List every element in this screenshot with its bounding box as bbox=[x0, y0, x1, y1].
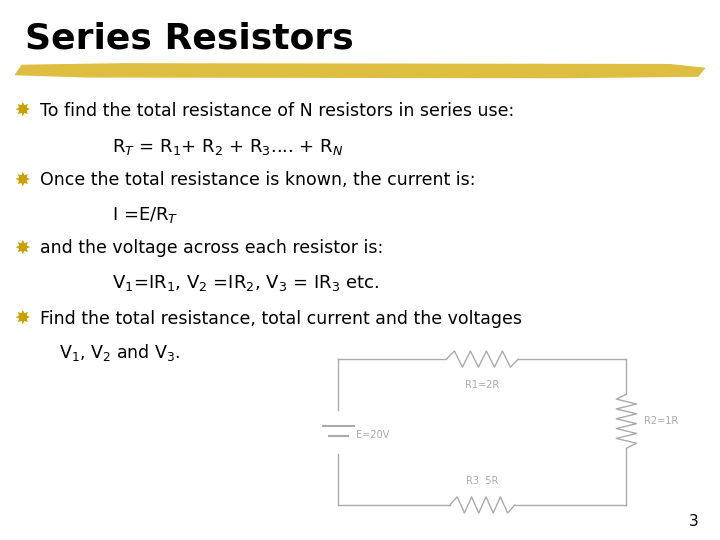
Text: Once the total resistance is known, the current is:: Once the total resistance is known, the … bbox=[40, 171, 475, 190]
Text: ✸: ✸ bbox=[14, 101, 30, 120]
Text: and the voltage across each resistor is:: and the voltage across each resistor is: bbox=[40, 239, 383, 258]
Text: V$_1$=IR$_1$, V$_2$ =IR$_2$, V$_3$ = IR$_3$ etc.: V$_1$=IR$_1$, V$_2$ =IR$_2$, V$_3$ = IR$… bbox=[112, 273, 379, 293]
Text: R3  5R: R3 5R bbox=[467, 476, 498, 486]
Text: R$_T$ = R$_1$+ R$_2$ + R$_3$.... + R$_N$: R$_T$ = R$_1$+ R$_2$ + R$_3$.... + R$_N$ bbox=[112, 137, 343, 157]
Text: V$_1$, V$_2$ and V$_3$.: V$_1$, V$_2$ and V$_3$. bbox=[59, 342, 180, 362]
Text: Find the total resistance, total current and the voltages: Find the total resistance, total current… bbox=[40, 309, 521, 328]
Text: To find the total resistance of N resistors in series use:: To find the total resistance of N resist… bbox=[40, 102, 514, 120]
Text: ✸: ✸ bbox=[14, 309, 30, 328]
Text: Series Resistors: Series Resistors bbox=[25, 22, 354, 56]
Text: R2=1R: R2=1R bbox=[644, 416, 679, 426]
Text: ✸: ✸ bbox=[14, 239, 30, 258]
Text: E=20V: E=20V bbox=[356, 430, 390, 440]
Text: ✸: ✸ bbox=[14, 171, 30, 190]
Polygon shape bbox=[14, 63, 706, 78]
Text: I =E/R$_T$: I =E/R$_T$ bbox=[112, 205, 178, 225]
Text: R1=2R: R1=2R bbox=[465, 380, 500, 390]
Text: 3: 3 bbox=[688, 514, 698, 529]
